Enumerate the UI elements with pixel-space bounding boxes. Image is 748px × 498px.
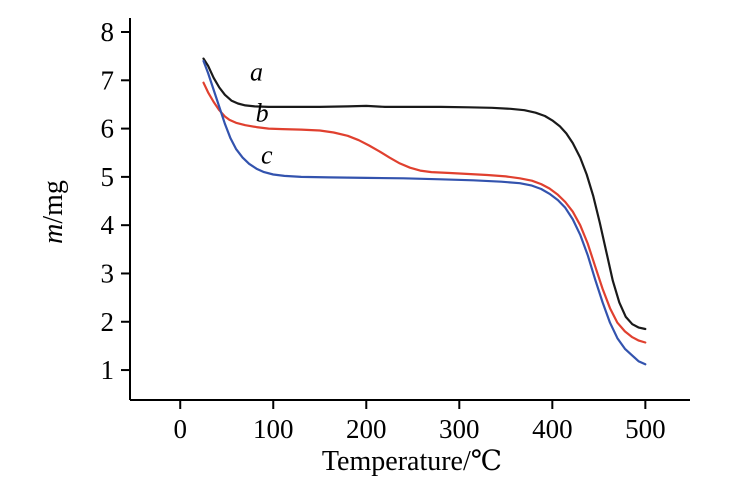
x-tick-label: 0	[173, 414, 187, 444]
y-axis-title-unit-part: /mg	[38, 180, 69, 224]
y-tick-label: 1	[101, 355, 115, 385]
y-tick-label: 7	[101, 65, 115, 95]
curve-label-b: b	[256, 98, 269, 127]
y-tick-label: 3	[101, 258, 115, 288]
chart-generated-layer: 0 100 200 300 400 500 1 2 3 4 5 6 7 8 abc	[101, 17, 690, 444]
series-line-c	[202, 59, 647, 366]
y-tick-label: 6	[101, 114, 115, 144]
x-tick-label: 400	[532, 414, 573, 444]
curve-label-c: c	[261, 140, 273, 169]
y-tick-label: 8	[101, 17, 115, 47]
y-tick-label: 4	[101, 210, 115, 240]
y-tick-label: 5	[101, 162, 115, 192]
x-tick-label: 500	[625, 414, 666, 444]
curve-label-a: a	[250, 57, 263, 86]
series-line-b	[202, 81, 647, 344]
x-tick-label: 200	[346, 414, 387, 444]
y-tick-label: 2	[101, 307, 115, 337]
y-axis-title: m/mg	[38, 180, 69, 244]
x-tick-label: 300	[439, 414, 480, 444]
series-line-a	[202, 57, 647, 331]
y-axis-title-italic-part: m	[38, 224, 69, 244]
x-axis-title: Temperature/℃	[322, 446, 502, 477]
x-tick-label: 100	[253, 414, 294, 444]
